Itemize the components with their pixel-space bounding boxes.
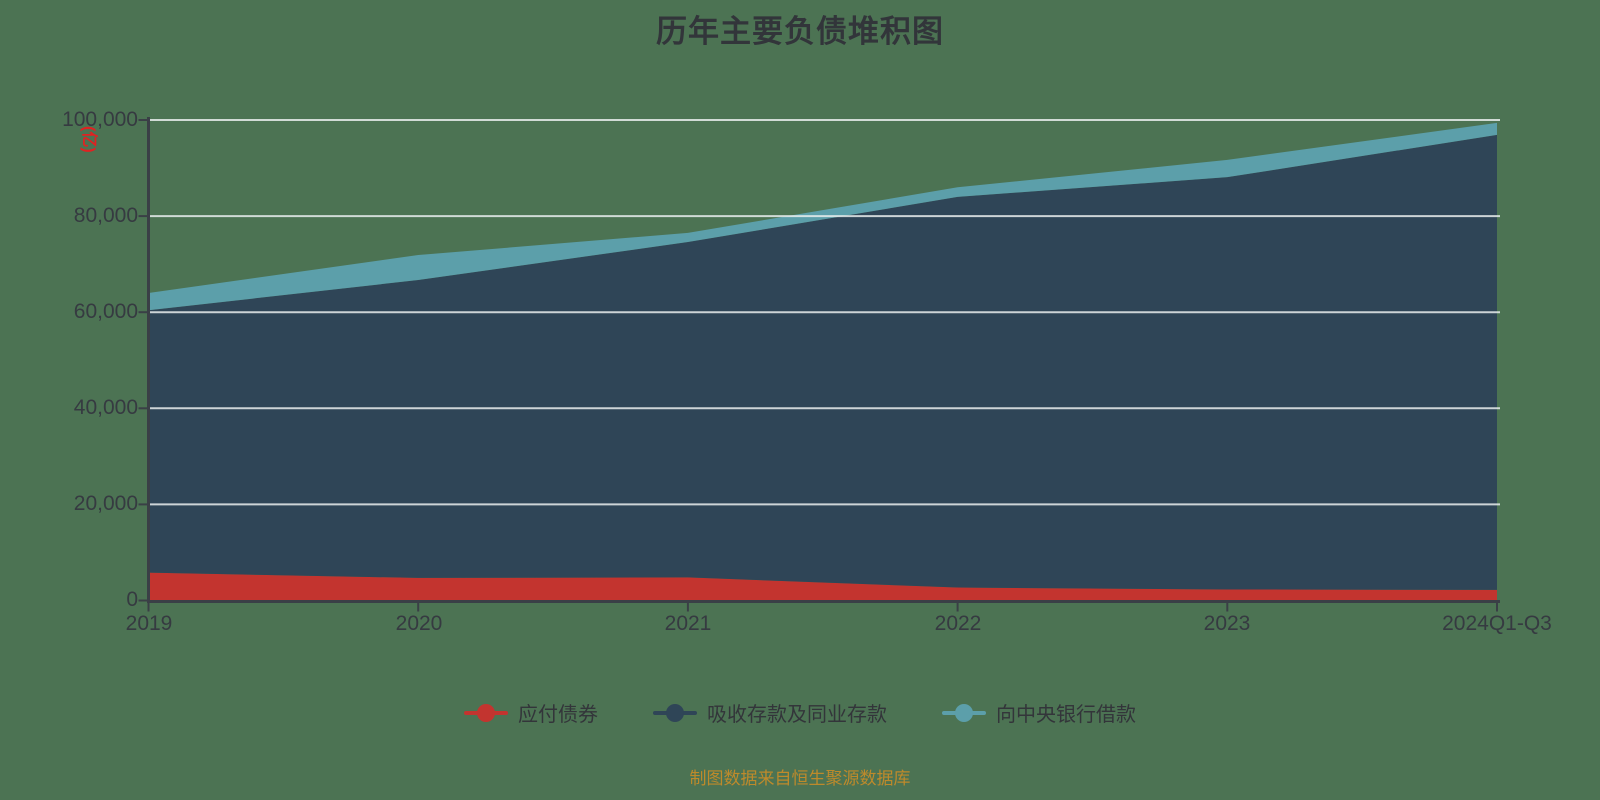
series-area-deposits-and-interbank (148, 134, 1497, 590)
legend-label: 吸收存款及同业存款 (707, 704, 887, 726)
x-tick-label: 2024Q1-Q3 (1442, 612, 1552, 635)
series-marker-icon (464, 703, 508, 722)
series-area-bonds-payable (148, 572, 1497, 601)
y-tick-label: 100,000 (62, 108, 138, 131)
legend-item-central-bank-borrowings[interactable]: 向中央银行借款 (942, 698, 1136, 727)
data-source-note: 制图数据来自恒生聚源数据库 (689, 769, 911, 788)
y-tick-label: 20,000 (73, 492, 138, 515)
y-tick-label: 80,000 (73, 204, 138, 227)
legend-label: 向中央银行借款 (996, 704, 1136, 726)
series-marker-icon (942, 703, 986, 722)
x-tick-label: 2019 (125, 612, 173, 635)
legend: 应付债券 吸收存款及同业存款 向中央银行借款 (0, 698, 1600, 727)
x-tick-label: 2021 (664, 612, 712, 635)
series-marker-icon (653, 703, 697, 722)
chart-title: 历年主要负债堆积图 (656, 14, 944, 49)
y-tick-label: 40,000 (73, 396, 138, 419)
y-tick-label: 60,000 (73, 300, 138, 323)
legend-label: 应付债券 (518, 704, 598, 726)
x-tick-label: 2022 (934, 612, 982, 635)
legend-item-bonds-payable[interactable]: 应付债券 (464, 698, 598, 727)
x-tick-label: 2020 (395, 612, 443, 635)
legend-item-deposits-and-interbank[interactable]: 吸收存款及同业存款 (653, 698, 887, 727)
x-tick-label: 2023 (1203, 612, 1251, 635)
y-tick-label: 0 (126, 588, 138, 611)
